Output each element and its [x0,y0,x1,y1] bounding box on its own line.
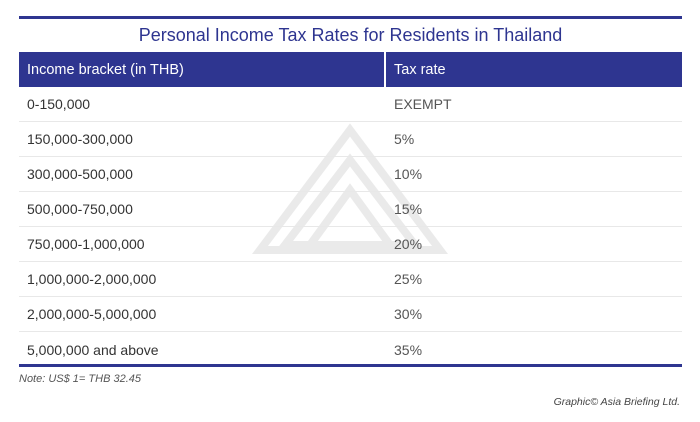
income-bracket-cell: 2,000,000-5,000,000 [27,306,157,322]
tax-rate-cell: 20% [394,236,423,252]
tax-rate-cell: 5% [394,131,415,147]
graphic-credit: Graphic© Asia Briefing Ltd. [553,396,680,408]
tax-rate-cell: 15% [394,201,423,217]
income-bracket-cell: 500,000-750,000 [27,201,133,217]
table-row: 750,000-1,000,000 20% [19,227,682,262]
tax-rate-cell: 35% [394,341,423,358]
exchange-rate-note: Note: US$ 1= THB 32.45 [19,373,141,385]
top-rule [19,16,682,19]
table-row: 2,000,000-5,000,000 30% [19,297,682,332]
income-bracket-cell: 750,000-1,000,000 [27,236,145,252]
table-row: 500,000-750,000 15% [19,192,682,227]
table-row: 150,000-300,000 5% [19,122,682,157]
table-row: 1,000,000-2,000,000 25% [19,262,682,297]
table-row: 5,000,000 and above 35% [19,332,682,367]
table-row: 300,000-500,000 10% [19,157,682,192]
tax-rate-table: Income bracket (in THB) Tax rate 0-150,0… [19,52,682,367]
table-row: 0-150,000 EXEMPT [19,87,682,122]
income-bracket-cell: 300,000-500,000 [27,166,133,182]
tax-rate-cell: 25% [394,271,423,287]
bottom-rule [19,364,682,367]
header-income-bracket: Income bracket (in THB) [19,52,386,87]
table-header: Income bracket (in THB) Tax rate [19,52,682,87]
table-title: Personal Income Tax Rates for Residents … [138,25,563,45]
watermark-logo-icon [252,123,448,254]
income-bracket-cell: 5,000,000 and above [27,341,159,358]
tax-rate-cell: 10% [394,166,423,182]
income-bracket-cell: 0-150,000 [27,96,91,112]
tax-rate-cell: 30% [394,306,423,322]
tax-rate-cell: EXEMPT [394,96,452,112]
header-tax-rate: Tax rate [394,61,446,78]
income-bracket-cell: 150,000-300,000 [27,131,133,147]
income-bracket-cell: 1,000,000-2,000,000 [27,271,157,287]
